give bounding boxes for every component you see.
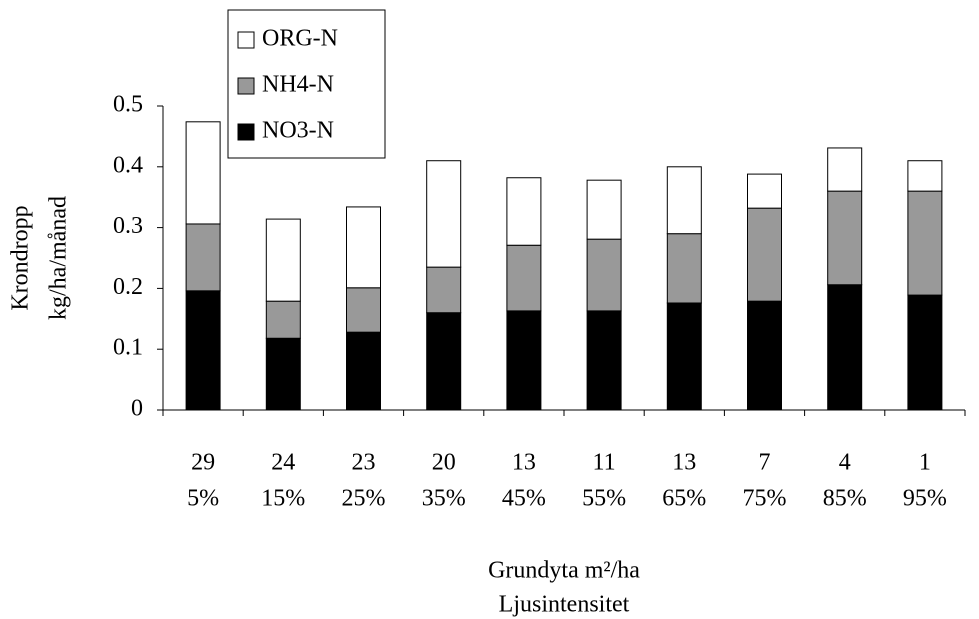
bar-segment: [907, 160, 943, 192]
bar-segment: [426, 312, 462, 411]
bar-segment: [265, 300, 301, 339]
bar-segment: [747, 300, 782, 411]
x-tick-label: 95%: [903, 486, 947, 512]
x-tick-label: 13: [512, 450, 536, 476]
x-tick-label: 25%: [342, 486, 386, 512]
legend-label: ORG-N: [262, 26, 338, 52]
bar-segment: [747, 207, 782, 302]
y-tick-label: 0: [131, 396, 143, 422]
x-tick-label: 4: [839, 450, 851, 476]
x-tick-label: 24: [271, 450, 295, 476]
y-tick-label: 0.1: [113, 335, 143, 361]
x-tick-label: 20: [432, 450, 456, 476]
legend-swatch: [237, 77, 255, 95]
bar-segment: [666, 302, 702, 411]
bar-segment: [747, 173, 782, 209]
x-tick-label: 1: [919, 450, 931, 476]
bar-segment: [185, 290, 221, 411]
bar-segment: [827, 284, 863, 411]
bar-segment: [346, 331, 381, 411]
bar-segment: [506, 177, 542, 246]
bar-segment: [827, 190, 863, 286]
x-axis-label: Grundyta m²/ha: [488, 558, 640, 584]
bar-segment: [586, 179, 622, 240]
bar-segment: [185, 223, 221, 292]
legend-label: NH4-N: [262, 72, 334, 98]
bar-segment: [666, 233, 702, 304]
bar-segment: [586, 238, 622, 312]
x-tick-label: 5%: [187, 486, 219, 512]
y-axis-label: Krondropp: [8, 205, 34, 310]
x-tick-label: 15%: [261, 486, 305, 512]
legend-label: NO3-N: [262, 118, 334, 144]
bar-segment: [185, 121, 221, 225]
x-tick-label: 75%: [743, 486, 787, 512]
bar-segment: [666, 166, 702, 235]
x-tick-label: 65%: [662, 486, 706, 512]
y-tick-label: 0.4: [113, 152, 143, 178]
x-tick-label: 29: [191, 450, 215, 476]
x-tick-label: 85%: [823, 486, 867, 512]
bar-segment: [265, 337, 301, 411]
bar-segment: [907, 190, 943, 296]
bar-segment: [265, 218, 301, 302]
x-tick-label: 55%: [582, 486, 626, 512]
y-tick-label: 0.2: [113, 274, 143, 300]
x-tick-label: 11: [593, 450, 616, 476]
bar-segment: [506, 244, 542, 312]
y-tick-label: 0.5: [113, 92, 143, 118]
x-axis-label: Ljusintensitet: [499, 592, 630, 618]
legend-swatch: [237, 31, 255, 49]
x-tick-label: 7: [759, 450, 771, 476]
y-axis-label: kg/ha/månad: [46, 196, 72, 320]
bar-segment: [346, 206, 381, 289]
bar-segment: [426, 266, 462, 314]
bar-segment: [827, 147, 863, 192]
bar-segment: [346, 287, 381, 333]
legend-swatch: [237, 123, 255, 141]
bar-segment: [506, 310, 542, 411]
x-tick-label: 45%: [502, 486, 546, 512]
x-tick-label: 35%: [422, 486, 466, 512]
bar-segment: [586, 310, 622, 411]
x-tick-label: 13: [672, 450, 696, 476]
x-tick-label: 23: [352, 450, 376, 476]
bar-segment: [907, 294, 943, 411]
y-tick-label: 0.3: [113, 213, 143, 239]
bar-segment: [426, 160, 462, 268]
